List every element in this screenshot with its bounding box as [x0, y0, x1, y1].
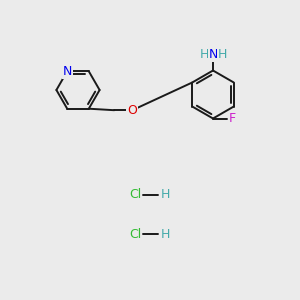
Text: F: F — [229, 112, 236, 125]
Text: O: O — [128, 104, 137, 117]
Text: H: H — [218, 47, 227, 61]
Text: H: H — [200, 47, 209, 61]
Text: N: N — [62, 65, 72, 78]
Text: Cl: Cl — [129, 188, 141, 202]
Text: N: N — [209, 47, 218, 61]
Text: H: H — [160, 188, 170, 202]
Text: H: H — [160, 227, 170, 241]
Text: Cl: Cl — [129, 227, 141, 241]
